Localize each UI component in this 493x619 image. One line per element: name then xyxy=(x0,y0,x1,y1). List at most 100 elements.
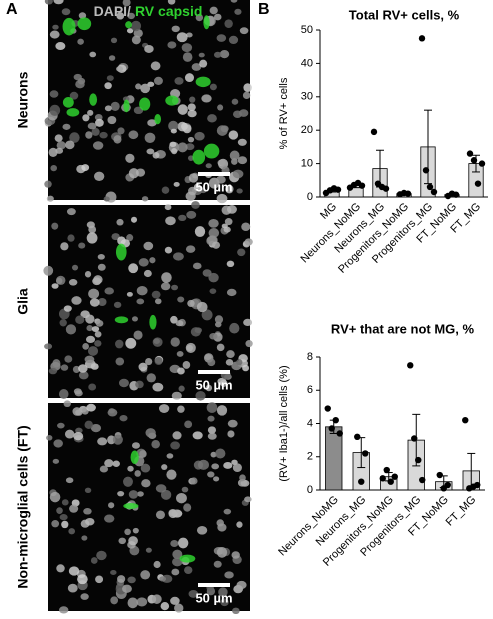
nucleus xyxy=(110,37,118,44)
nucleus xyxy=(185,342,196,353)
nucleus xyxy=(43,265,54,276)
nucleus xyxy=(169,141,177,148)
nucleus xyxy=(67,234,75,242)
data-point xyxy=(358,478,365,485)
nucleus xyxy=(227,430,235,438)
nucleus xyxy=(85,131,93,139)
nucleus xyxy=(158,404,170,413)
nucleus xyxy=(134,470,141,477)
nucleus xyxy=(91,127,100,136)
nucleus xyxy=(86,325,93,332)
nucleus xyxy=(137,491,144,497)
nucleus xyxy=(87,346,99,356)
nucleus xyxy=(69,504,79,513)
nucleus xyxy=(214,315,224,324)
data-point xyxy=(334,186,342,193)
nucleus xyxy=(191,63,202,71)
nucleus xyxy=(49,491,61,503)
nucleus xyxy=(232,169,244,179)
nucleus xyxy=(117,127,125,135)
nucleus xyxy=(56,141,66,150)
nucleus xyxy=(171,568,180,576)
nucleus xyxy=(52,24,59,30)
nucleus xyxy=(224,19,233,28)
data-point xyxy=(354,433,361,440)
nucleus xyxy=(84,487,92,494)
nucleus xyxy=(160,602,170,611)
nucleus xyxy=(239,474,246,482)
nucleus xyxy=(170,337,180,347)
nucleus xyxy=(95,575,104,584)
nucleus xyxy=(232,463,242,473)
nucleus xyxy=(170,441,180,450)
nucleus xyxy=(131,316,138,322)
nucleus xyxy=(184,73,195,83)
nucleus xyxy=(171,391,182,400)
nucleus xyxy=(228,130,239,140)
nucleus xyxy=(86,232,98,244)
y-tick-label: 10 xyxy=(301,158,313,170)
nucleus xyxy=(152,151,160,159)
nucleus xyxy=(130,20,142,32)
nucleus xyxy=(51,520,60,528)
nucleus xyxy=(66,208,76,216)
rv-signal xyxy=(115,243,127,261)
nucleus xyxy=(131,442,140,449)
nucleus xyxy=(135,83,142,90)
nucleus xyxy=(78,12,87,19)
nucleus xyxy=(236,188,243,194)
nucleus xyxy=(194,327,202,334)
nucleus xyxy=(89,298,100,307)
data-point xyxy=(462,416,469,424)
nucleus xyxy=(188,173,199,183)
nucleus xyxy=(138,362,148,372)
nucleus xyxy=(92,141,104,150)
nucleus xyxy=(63,400,71,408)
nucleus xyxy=(136,298,145,305)
data-point xyxy=(383,466,390,474)
nucleus xyxy=(81,164,90,172)
nucleus xyxy=(176,350,184,357)
nucleus xyxy=(201,309,213,321)
nucleus xyxy=(190,477,198,485)
nucleus xyxy=(71,264,79,271)
nucleus xyxy=(95,320,104,327)
nucleus xyxy=(71,296,82,305)
nucleus xyxy=(243,83,252,93)
nucleus xyxy=(151,440,160,449)
nucleus xyxy=(198,459,209,470)
nucleus xyxy=(97,297,107,307)
data-point xyxy=(362,450,369,457)
data-point xyxy=(407,362,414,369)
nucleus xyxy=(231,98,239,105)
microscopy-image: 50 µm xyxy=(43,201,253,401)
nucleus xyxy=(108,502,115,509)
nucleus xyxy=(242,364,250,372)
nucleus xyxy=(116,218,124,226)
nucleus xyxy=(49,30,60,39)
nucleus xyxy=(73,431,84,441)
y-tick-label: 8 xyxy=(307,351,313,363)
nucleus xyxy=(78,364,88,373)
nucleus xyxy=(196,301,208,313)
nucleus xyxy=(97,437,108,446)
nucleus xyxy=(161,272,172,283)
nucleus xyxy=(116,12,125,20)
nucleus xyxy=(177,104,188,115)
nucleus xyxy=(236,359,243,366)
nucleus xyxy=(167,41,177,49)
nucleus xyxy=(126,28,134,34)
nucleus xyxy=(75,80,85,89)
nucleus xyxy=(155,484,167,493)
data-point xyxy=(391,473,398,480)
data-point xyxy=(474,180,482,187)
nucleus xyxy=(185,191,196,201)
nucleus xyxy=(54,134,63,142)
nucleus xyxy=(207,471,215,478)
nucleus xyxy=(154,298,162,305)
y-tick-label: 30 xyxy=(301,91,313,103)
nucleus xyxy=(93,275,103,284)
rv-signal xyxy=(66,108,80,117)
nucleus xyxy=(87,122,97,130)
nucleus xyxy=(53,439,63,448)
